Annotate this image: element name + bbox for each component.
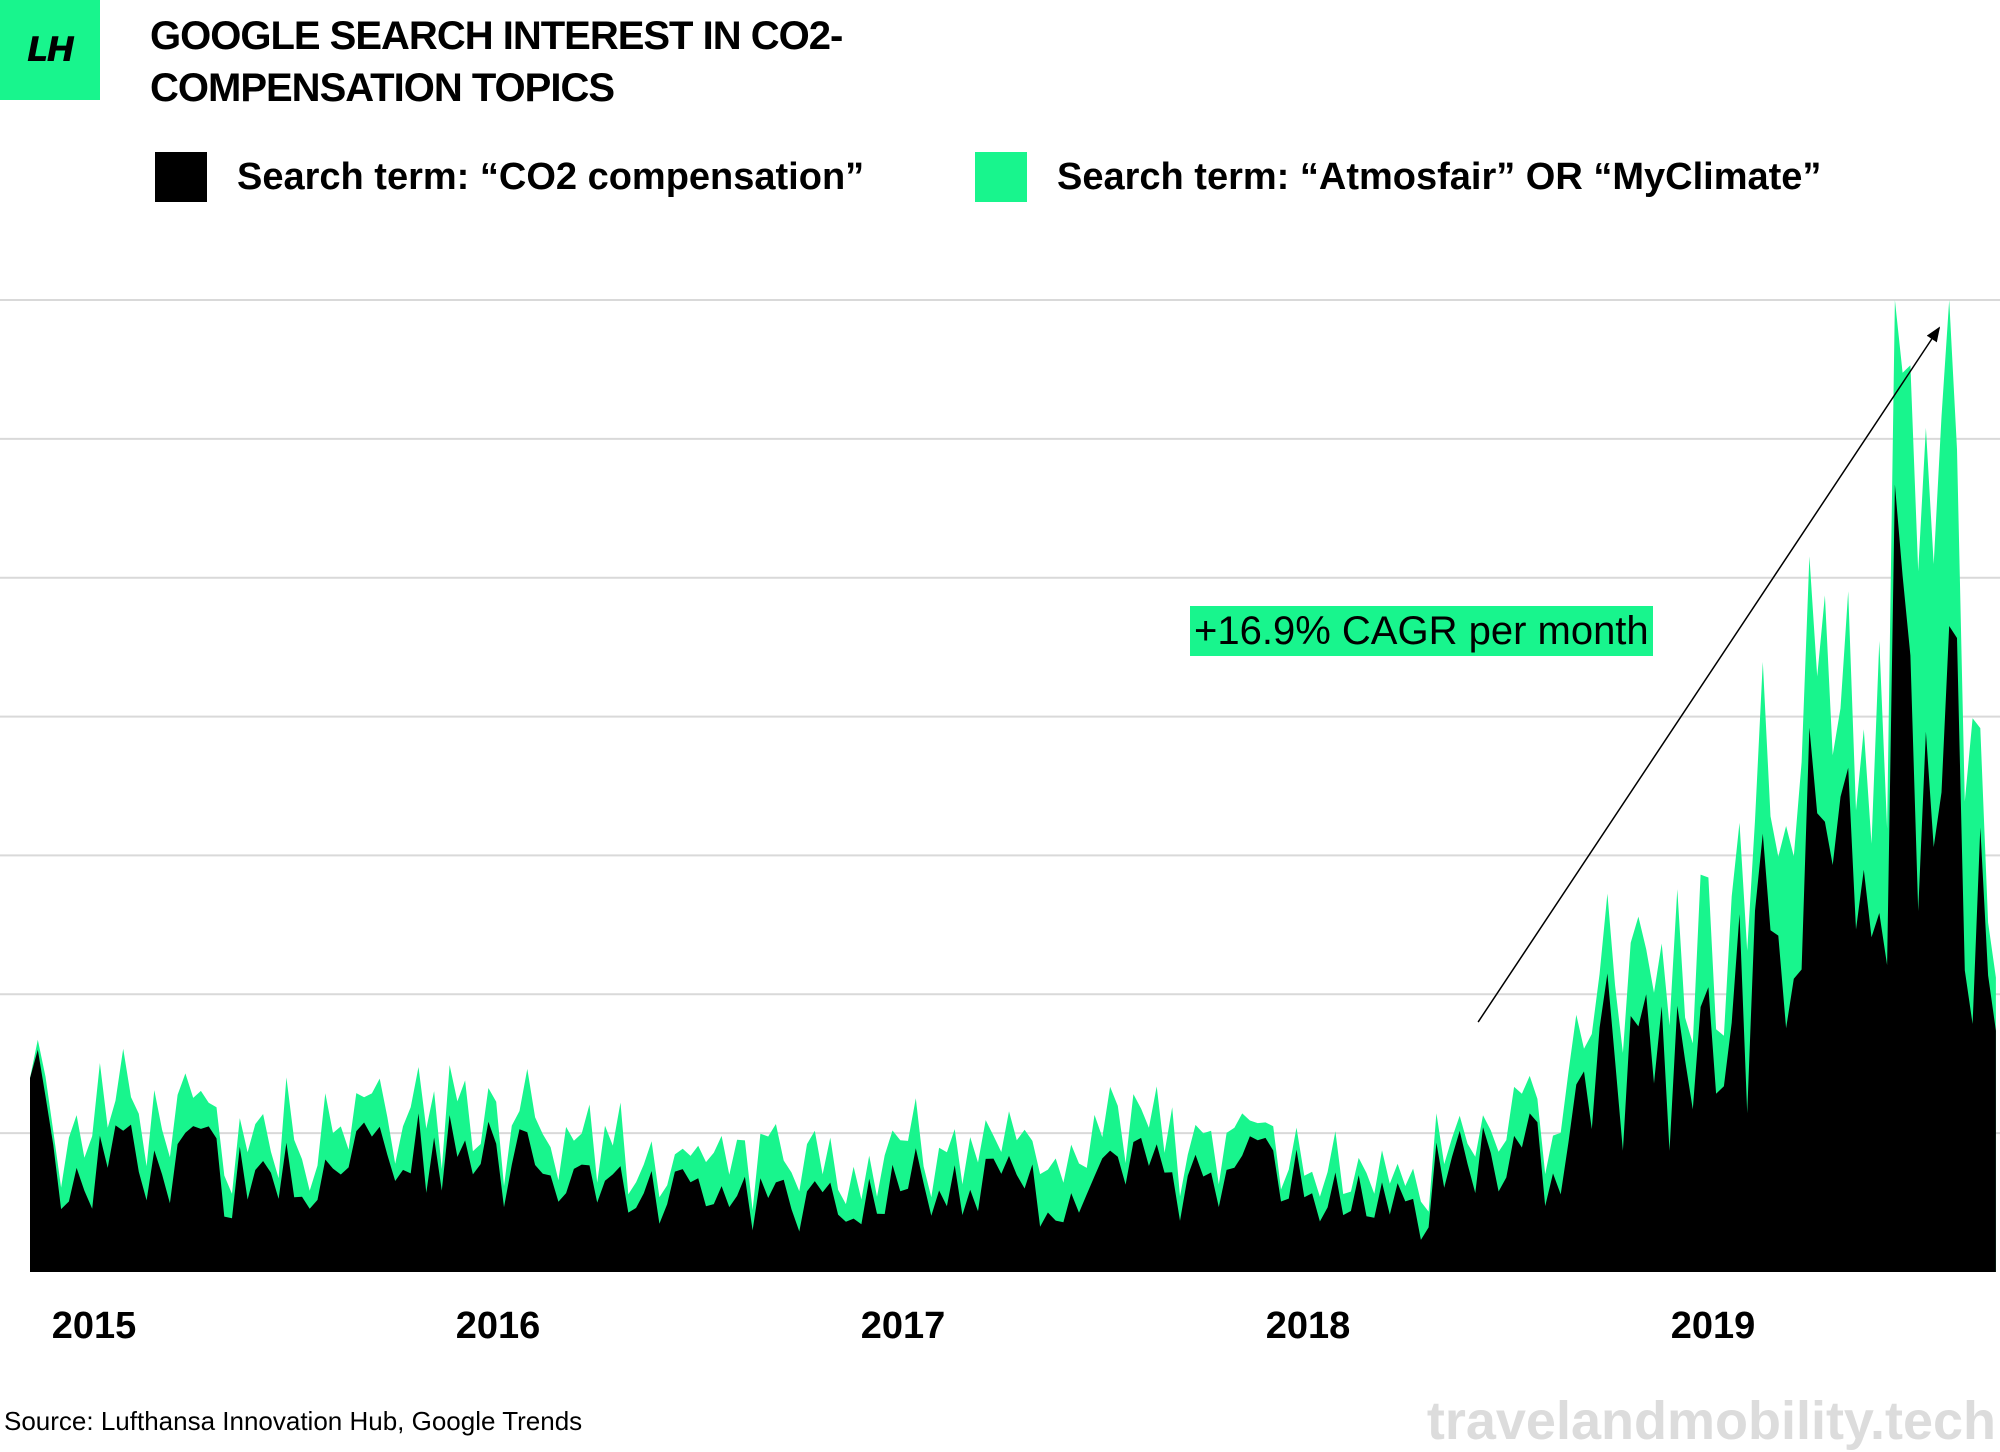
cagr-annotation: +16.9% CAGR per month (1190, 606, 1653, 656)
x-tick-2019: 2019 (1670, 1305, 1756, 1347)
legend-label-atmosfair-myclimate: Search term: “Atmosfair” OR “MyClimate” (1057, 155, 1822, 198)
x-tick-2018: 2018 (1265, 1305, 1351, 1347)
area-chart (0, 299, 2000, 1273)
legend-item-co2-compensation: Search term: “CO2 compensation” (155, 152, 864, 202)
series-area-co2-compensation (30, 484, 1996, 1273)
x-tick-2015: 2015 (51, 1305, 137, 1347)
legend-label-co2-compensation: Search term: “CO2 compensation” (237, 155, 865, 198)
lh-logo: LH (0, 0, 100, 100)
watermark: travelandmobility.tech (1426, 1391, 1996, 1451)
source-note: Source: Lufthansa Innovation Hub, Google… (4, 1406, 583, 1436)
lh-logo-text: LH (26, 30, 75, 70)
x-tick-2017: 2017 (860, 1305, 946, 1347)
legend-swatch-green (975, 152, 1027, 202)
legend-item-atmosfair-myclimate: Search term: “Atmosfair” OR “MyClimate” (975, 152, 1821, 202)
chart-title: GOOGLE SEARCH INTEREST IN CO2-COMPENSATI… (150, 14, 843, 110)
x-tick-2016: 2016 (455, 1305, 541, 1347)
trend-arrow (1477, 326, 1941, 1023)
legend-swatch-black (155, 152, 207, 202)
